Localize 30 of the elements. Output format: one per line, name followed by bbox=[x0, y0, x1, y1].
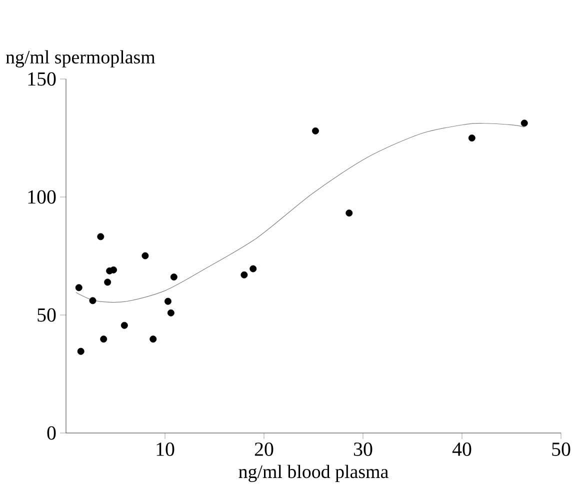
x-tick-label: 40 bbox=[452, 442, 472, 456]
x-tick-label: 50 bbox=[552, 442, 570, 456]
point bbox=[312, 127, 319, 134]
point bbox=[75, 284, 82, 292]
y-axis-title: ng/ml spermoplasm bbox=[6, 50, 156, 68]
point bbox=[100, 336, 108, 343]
point bbox=[167, 309, 174, 316]
point bbox=[150, 336, 157, 343]
point bbox=[164, 298, 172, 305]
x-tick-label: 30 bbox=[354, 442, 372, 456]
point bbox=[468, 134, 476, 142]
point bbox=[250, 265, 257, 272]
point bbox=[110, 266, 118, 274]
point bbox=[104, 278, 112, 286]
point bbox=[346, 210, 353, 217]
point bbox=[170, 274, 178, 280]
point bbox=[97, 233, 104, 240]
x-tick-label: 20 bbox=[254, 442, 274, 456]
point bbox=[120, 322, 128, 329]
point bbox=[240, 271, 248, 278]
point bbox=[89, 297, 96, 304]
y-tick-label: 150 bbox=[28, 72, 56, 86]
x-axis-title: ng/ml blood plasma bbox=[238, 464, 388, 482]
y-tick-label: 50 bbox=[38, 308, 56, 322]
point bbox=[77, 348, 84, 355]
x-tick-label: 10 bbox=[156, 442, 174, 456]
y-tick-label: 100 bbox=[28, 190, 56, 204]
point bbox=[142, 252, 149, 260]
point bbox=[520, 120, 528, 127]
y-tick-label: 0 bbox=[47, 426, 56, 440]
